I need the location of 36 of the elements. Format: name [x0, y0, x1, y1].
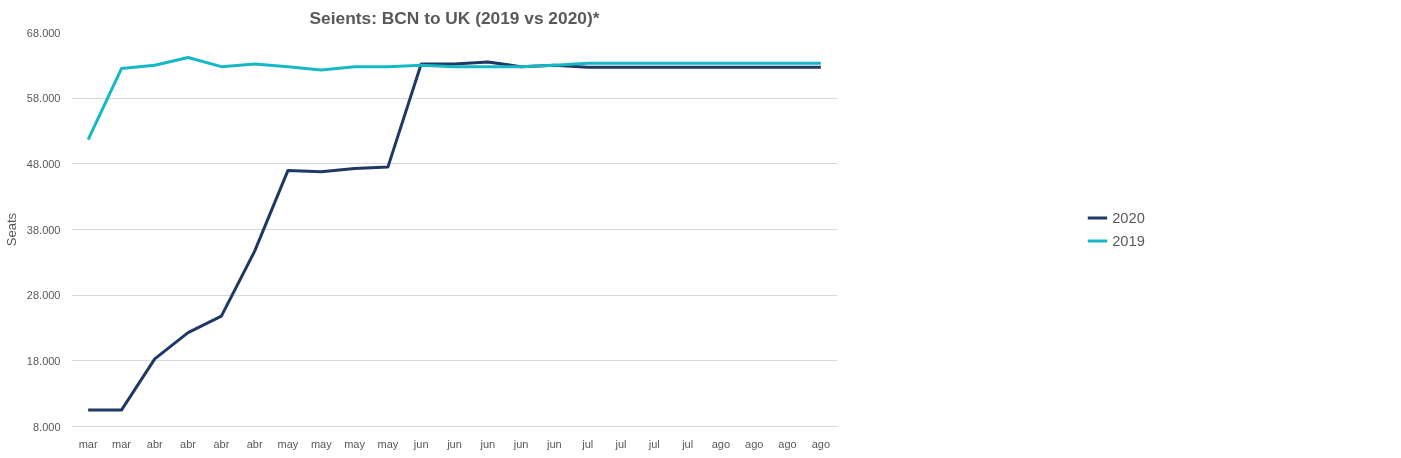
x-tick-label: abr — [180, 437, 197, 450]
y-tick-label: 58.000 — [26, 92, 61, 105]
x-tick-label: may — [377, 437, 399, 450]
x-tick-label: abr — [146, 437, 164, 450]
x-tick-label: may — [344, 437, 366, 450]
x-tick-label: jul — [681, 437, 694, 450]
y-tick-label: 28.000 — [26, 289, 61, 302]
y-tick-label: 8.000 — [32, 420, 61, 433]
x-tick-label: ago — [811, 437, 831, 450]
x-tick-label: mar — [78, 437, 98, 450]
y-tick-label: 48.000 — [26, 157, 61, 170]
y-tick-label: 18.000 — [26, 354, 61, 367]
x-tick-label: jun — [512, 437, 529, 450]
x-tick-label: jun — [479, 437, 496, 450]
x-tick-label: abr — [213, 437, 230, 450]
x-tick-label: jun — [546, 437, 562, 450]
x-tick-label: jul — [647, 437, 660, 450]
chart-title: Seients: BCN to UK (2019 vs 2020)* — [309, 7, 600, 28]
x-tick-label: jun — [446, 437, 462, 450]
x-tick-label: jul — [614, 437, 627, 450]
x-tick-label: may — [277, 437, 299, 450]
x-tick-label: abr — [246, 437, 263, 450]
legend-label: 2019 — [1112, 232, 1145, 249]
x-tick-label: may — [310, 437, 333, 450]
x-tick-label: jun — [412, 437, 429, 450]
x-tick-label: jul — [581, 437, 594, 450]
line-series — [86, 55, 823, 142]
y-tick-label: 38.000 — [26, 223, 61, 236]
legend-label: 2020 — [1112, 209, 1145, 226]
x-tick-label: mar — [111, 437, 132, 450]
y-tick-label: 68.000 — [26, 26, 61, 39]
x-tick-label: ago — [778, 437, 797, 450]
x-tick-label: ago — [745, 437, 764, 450]
y-axis-title: Seats — [3, 212, 19, 247]
line-series — [86, 60, 823, 412]
x-tick-label: ago — [711, 437, 731, 450]
